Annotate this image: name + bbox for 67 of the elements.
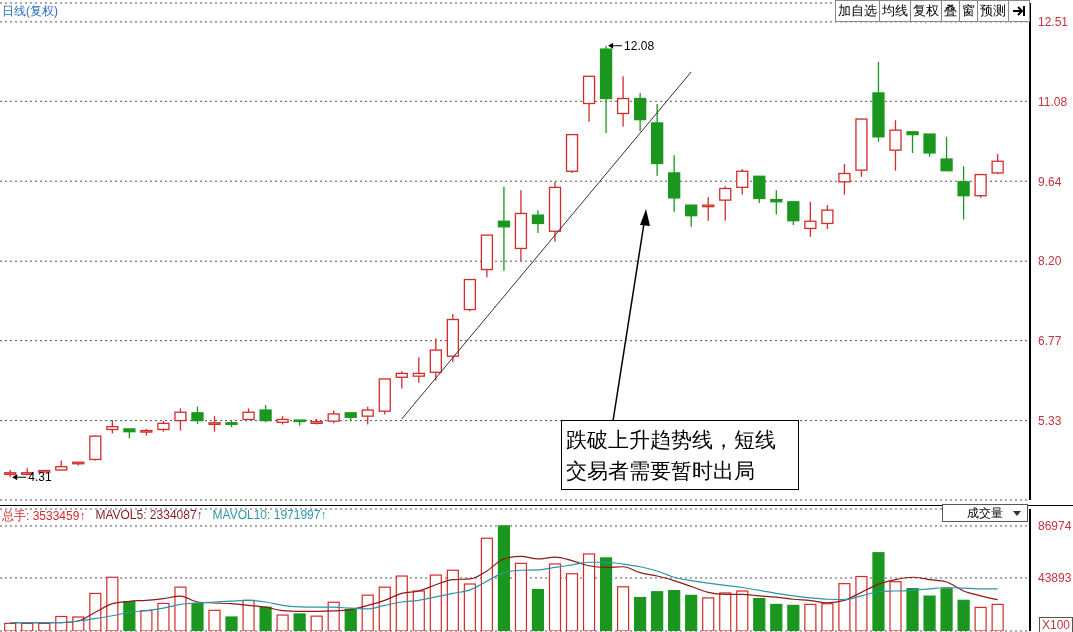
bar <box>497 525 511 631</box>
candlestick <box>787 201 800 226</box>
bar <box>787 604 800 631</box>
annotation: 均线 <box>879 0 911 22</box>
y-tick-label: 5.33 <box>1038 413 1062 428</box>
bar <box>531 588 545 631</box>
candlestick <box>974 173 987 199</box>
y-tick-label: 9.64 <box>1038 174 1062 189</box>
candlestick <box>804 201 817 238</box>
candlestick <box>940 136 953 172</box>
y-tick-label: 12.51 <box>1038 15 1069 30</box>
candlestick <box>923 133 936 158</box>
candlestick <box>906 131 919 154</box>
annotation: 复权 <box>910 0 942 22</box>
text: X100 <box>1038 617 1073 632</box>
annotation: 跌破上升趋势线，短线交易者需要暂时出局 <box>561 420 799 490</box>
annotation: 12.08 <box>624 38 655 53</box>
text: MAVOL5: 2334087↑ <box>95 508 203 524</box>
y-tick-label: 8.20 <box>1038 254 1062 269</box>
candlestick <box>753 175 766 204</box>
text: 总手: 3533459↑ <box>2 508 86 525</box>
bar <box>259 606 272 631</box>
bar <box>344 608 357 631</box>
candlestick <box>957 165 970 221</box>
bar <box>599 557 613 631</box>
chart-title: 日线(复权) <box>2 3 58 20</box>
candlestick <box>89 434 102 462</box>
bar <box>634 596 647 631</box>
candlestick <box>838 163 851 196</box>
candlestick <box>616 75 630 128</box>
bar <box>770 603 783 631</box>
bar <box>651 591 664 631</box>
candlestick <box>685 204 698 228</box>
y-tick-label: 43893 <box>1038 571 1072 586</box>
candlestick <box>412 356 425 384</box>
annotation: 成交量 <box>967 504 1003 522</box>
candlestick <box>702 196 715 222</box>
y-tick-label: 86974 <box>1038 519 1072 534</box>
bar <box>940 588 953 631</box>
y-tick-label: 11.08 <box>1038 94 1068 109</box>
candlestick <box>736 168 749 196</box>
bar <box>293 613 306 631</box>
annotation: 4.31 <box>28 470 52 485</box>
bar <box>906 588 919 631</box>
candlestick <box>633 92 647 132</box>
bar <box>957 599 970 631</box>
y-tick-label: 6.77 <box>1038 333 1062 348</box>
annotation: 预测 <box>977 0 1009 22</box>
candlestick <box>429 337 442 382</box>
bar <box>191 602 204 631</box>
candlestick <box>174 407 187 432</box>
candlestick <box>821 204 834 230</box>
bar <box>225 616 238 631</box>
candlestick <box>719 185 732 222</box>
bar <box>685 594 698 631</box>
bar <box>923 595 936 631</box>
bar <box>753 598 766 631</box>
bar <box>123 601 136 631</box>
dropdown: 成交量 <box>942 504 1028 522</box>
bar <box>668 590 681 631</box>
text: MAVOL10: 1971997↑ <box>212 508 327 524</box>
candlestick <box>531 209 545 234</box>
annotation: 窗 <box>959 0 978 22</box>
annotation: 加自选 <box>835 0 880 22</box>
annotation: 叠 <box>941 0 960 22</box>
candlestick <box>889 119 902 172</box>
bar <box>872 552 885 631</box>
